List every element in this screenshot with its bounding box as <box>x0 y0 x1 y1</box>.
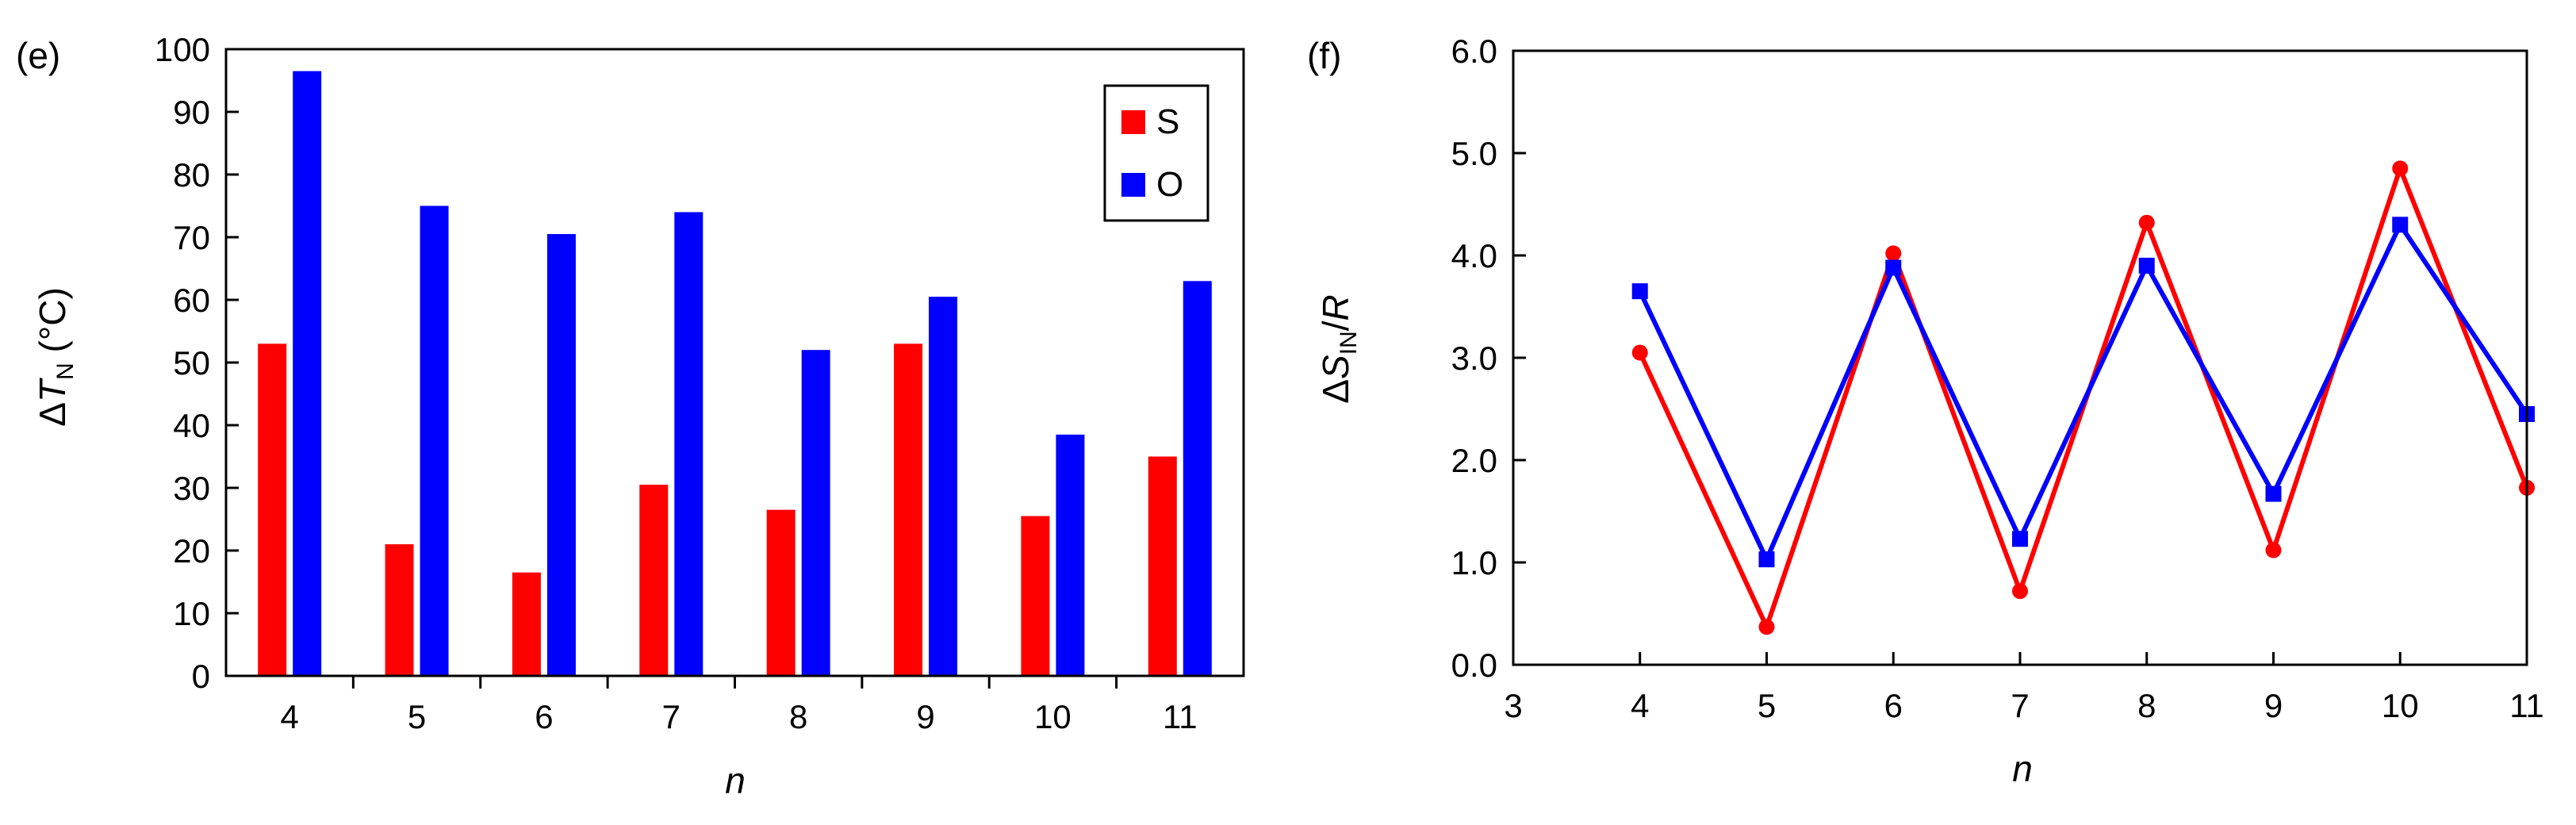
bar-s-n6 <box>512 572 541 676</box>
marker-o-n5 <box>1758 551 1775 568</box>
legend-swatch-o <box>1121 173 1145 197</box>
y-tick-label: 0.0 <box>1451 647 1497 684</box>
x-tick-label: 4 <box>1631 687 1649 724</box>
bar-chart-y-axis-title: ΔTN (°C) <box>32 287 79 427</box>
marker-s-n5 <box>1758 619 1775 635</box>
y-tick-label: 2.0 <box>1451 442 1497 479</box>
x-tick-label: 7 <box>662 698 680 735</box>
bar-s-n10 <box>1021 516 1050 676</box>
y-tick-label: 20 <box>173 532 210 570</box>
y-tick-label: 100 <box>155 31 210 68</box>
y-tick-label: 0 <box>192 658 210 695</box>
x-tick-label: 5 <box>1758 687 1776 724</box>
legend-box <box>1103 84 1209 222</box>
panel-f-label: (f) <box>1307 35 1341 76</box>
x-tick-label: 7 <box>2011 687 2029 724</box>
marker-s-n4 <box>1631 344 1648 361</box>
line-chart-y-axis: 0.0 1.0 2.0 3.0 4.0 5.0 6.0 <box>1451 33 1526 684</box>
line-chart-x-axis-title: n <box>2012 748 2033 789</box>
x-tick-label: 8 <box>789 698 807 735</box>
y-tick-label: 50 <box>173 344 210 382</box>
legend-label-s: S <box>1156 102 1179 141</box>
bar-s-n8 <box>766 509 795 676</box>
x-tick-label: 10 <box>1034 698 1071 735</box>
marker-s-n8 <box>2138 214 2155 231</box>
marker-s-n9 <box>2265 542 2282 558</box>
bar-o-n5 <box>420 205 449 676</box>
series-line-o <box>1638 222 2529 562</box>
legend-label-o: O <box>1156 165 1183 204</box>
y-tick-label: 4.0 <box>1451 237 1497 274</box>
bar-o-n8 <box>801 350 830 676</box>
line-chart-series <box>1631 160 2535 635</box>
bar-o-n11 <box>1183 281 1212 676</box>
bar-o-n6 <box>546 234 576 676</box>
bar-o-n7 <box>674 212 703 676</box>
x-tick-label: 10 <box>2382 687 2419 724</box>
y-tick-label: 1.0 <box>1451 544 1497 581</box>
marker-o-n6 <box>1885 259 1902 276</box>
y-tick-label: 6.0 <box>1451 33 1497 70</box>
x-tick-label: 9 <box>2264 687 2283 724</box>
line-chart-panel: (f) 0.01.02.03.04.05.06.0 3 4 5 6 7 8 9 10 11 n … <box>1307 33 2544 789</box>
bar-chart-plot-frame <box>224 48 1245 677</box>
y-tick-label: 40 <box>173 407 210 444</box>
bar-chart-bars <box>258 71 1212 676</box>
line-chart-x-axis: 3 4 5 6 7 8 9 10 11 <box>1504 652 2544 724</box>
bar-o-n9 <box>929 297 958 676</box>
marker-s-n6 <box>1885 245 1902 262</box>
bar-chart-x-axis-title: n <box>725 760 746 801</box>
marker-o-n8 <box>2138 257 2155 274</box>
y-tick-label: 5.0 <box>1451 135 1497 172</box>
y-tick-label: 3.0 <box>1451 340 1497 377</box>
x-tick-label: 9 <box>916 698 934 735</box>
x-tick-label: 6 <box>535 698 553 735</box>
marker-o-n4 <box>1631 283 1648 300</box>
bar-chart-x-axis: 4 5 6 7 8 9 10 11 <box>281 676 1198 735</box>
marker-s-n7 <box>2012 583 2028 600</box>
marker-o-n10 <box>2392 217 2409 233</box>
marker-o-n9 <box>2265 485 2282 502</box>
x-tick-label: 3 <box>1504 687 1522 724</box>
x-tick-label: 4 <box>281 698 299 735</box>
panel-e-label: (e) <box>16 35 60 76</box>
x-tick-label: 11 <box>1163 698 1198 735</box>
bar-chart-legend: S O <box>1103 84 1209 222</box>
line-chart-plot-frame <box>1512 49 2528 666</box>
legend-swatch-s <box>1121 110 1145 134</box>
y-tick-label: 10 <box>173 595 210 632</box>
y-tick-label: 60 <box>173 282 210 319</box>
y-tick-label: 30 <box>173 470 210 507</box>
x-tick-label: 6 <box>1884 687 1903 724</box>
x-tick-label: 8 <box>2137 687 2156 724</box>
bar-s-n9 <box>894 343 923 676</box>
marker-o-n7 <box>2012 531 2028 547</box>
bar-chart-y-axis: 0 10 20 30 40 50 60 70 80 90 100 <box>155 31 239 695</box>
bar-s-n5 <box>385 544 414 676</box>
marker-s-n10 <box>2392 160 2409 177</box>
x-tick-label: 11 <box>2509 687 2544 724</box>
y-tick-label: 70 <box>173 219 210 256</box>
bar-o-n4 <box>293 71 322 676</box>
bar-s-n7 <box>639 485 669 676</box>
bar-o-n10 <box>1056 434 1085 676</box>
bar-s-n11 <box>1148 456 1177 676</box>
y-tick-label: 90 <box>173 94 210 131</box>
bar-s-n4 <box>258 343 287 676</box>
y-tick-label: 80 <box>173 156 210 194</box>
x-tick-label: 5 <box>408 698 426 735</box>
line-chart-y-axis-title: ΔSIN/R <box>1315 294 1362 403</box>
